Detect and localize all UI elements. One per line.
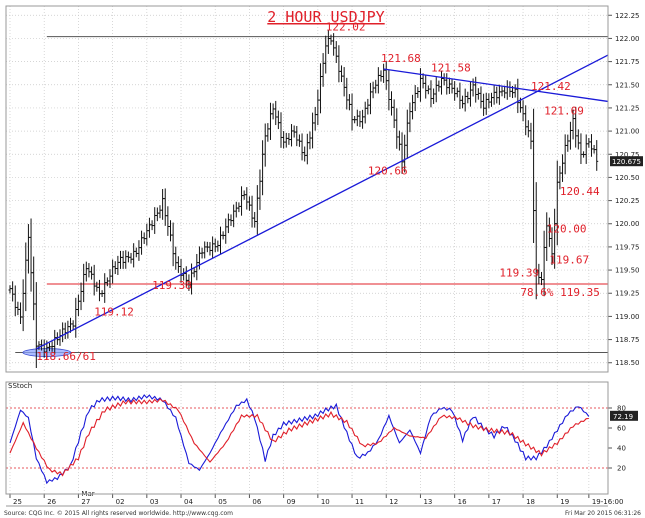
price-annotation: 121.42 <box>531 80 571 93</box>
price-annotation: 121.58 <box>431 61 471 74</box>
price-tick-label: 122.00 <box>615 35 640 43</box>
grid-lines <box>6 6 608 494</box>
price-tick-label: 121.50 <box>615 81 640 89</box>
stoch-d-line <box>9 398 589 477</box>
time-tick-label: 11 <box>355 498 364 506</box>
stochastic-panel: SStoch 80 60 40 20 72.19 <box>6 382 638 485</box>
stoch-k-line <box>9 394 590 485</box>
stoch-last-label: 72.19 <box>613 413 633 421</box>
price-tick-label: 119.75 <box>615 243 640 251</box>
price-annotation: 119.67 <box>549 253 589 266</box>
time-tick-label: 06 <box>252 498 261 506</box>
time-tick-label: 12 <box>389 498 398 506</box>
price-panel-frame <box>5 5 609 373</box>
price-tick-label: 118.75 <box>615 336 640 344</box>
time-tick-label: 18 <box>526 498 535 506</box>
stoch-panel-frame <box>5 381 609 495</box>
time-tick-label: 04 <box>184 498 193 506</box>
time-tick-label: 09 <box>287 498 296 506</box>
time-tick-label: 19-16:00 <box>592 498 624 506</box>
price-tick-label: 121.00 <box>615 128 640 136</box>
time-tick-label: 05 <box>218 498 227 506</box>
price-tick-label: 120.75 <box>615 151 640 159</box>
price-annotation: 78.6% 119.35 <box>520 286 599 299</box>
price-tick-label: 118.50 <box>615 359 640 367</box>
price-annotation: 122.02 <box>326 21 366 34</box>
price-tick-label: 121.75 <box>615 58 640 66</box>
time-tick-label: 16 <box>458 498 467 506</box>
price-annotation: 120.44 <box>560 185 600 198</box>
trendline-resistance <box>383 68 609 103</box>
last-price-label: 120.675 <box>612 158 641 166</box>
last-price-box <box>610 156 643 167</box>
time-tick-label: 26 <box>47 498 56 506</box>
time-tick-label: 25 <box>13 498 22 506</box>
price-annotation: 120.66 <box>368 165 408 178</box>
source-footer: Source: CQG Inc. © 2015 All rights reser… <box>4 510 233 517</box>
stoch-label: SStoch <box>8 382 32 390</box>
price-tick-label: 120.50 <box>615 174 640 182</box>
price-tick-label: 119.50 <box>615 267 640 275</box>
time-tick-label: 17 <box>492 498 501 506</box>
price-tick-label: 121.25 <box>615 104 640 112</box>
chart-title: 2 HOUR USDJPY <box>267 8 384 26</box>
price-tick-label: 122.25 <box>615 12 640 20</box>
trendlines <box>36 54 609 350</box>
price-annotation: 119.12 <box>94 305 134 318</box>
price-annotation: 119.38 <box>152 279 192 292</box>
time-tick-label: 27 <box>81 498 90 506</box>
price-annotation: 119.39 <box>499 266 539 279</box>
price-tick-label: 120.25 <box>615 197 640 205</box>
time-axis: 25 26 27 02 03 04 05 06 09 10 11 12 13 16 17 18 19 19-16:… <box>6 490 624 507</box>
price-annotations: 122.02 121.68 121.58 121.42 121.09 120.66 120.… <box>36 21 600 363</box>
price-annotation: 118.66/61 <box>36 350 96 363</box>
time-tick-label: 10 <box>321 498 330 506</box>
price-tick-label: 119.25 <box>615 290 640 298</box>
time-tick-label: 02 <box>116 498 125 506</box>
stoch-tick-label: 40 <box>617 445 626 453</box>
timestamp-footer: Fri Mar 20 2015 06:31:26 <box>565 510 641 517</box>
price-annotation: 120.00 <box>547 223 587 236</box>
time-tick-label: 13 <box>423 498 432 506</box>
price-tick-label: 119.00 <box>615 313 640 321</box>
stoch-tick-label: 20 <box>617 465 626 473</box>
price-axis: 122.25 122.00 121.75 121.50 121.25 121.00 120.… <box>608 12 643 367</box>
price-annotation: 121.68 <box>381 52 421 65</box>
price-annotation: 121.09 <box>544 105 584 118</box>
trendline-support <box>36 54 609 350</box>
stoch-tick-label: 80 <box>617 405 626 413</box>
stoch-last-box <box>610 410 638 421</box>
price-tick-label: 120.00 <box>615 220 640 228</box>
stoch-tick-label: 60 <box>617 425 626 433</box>
time-tick-label: 03 <box>150 498 159 506</box>
time-tick-label: 19 <box>560 498 569 506</box>
